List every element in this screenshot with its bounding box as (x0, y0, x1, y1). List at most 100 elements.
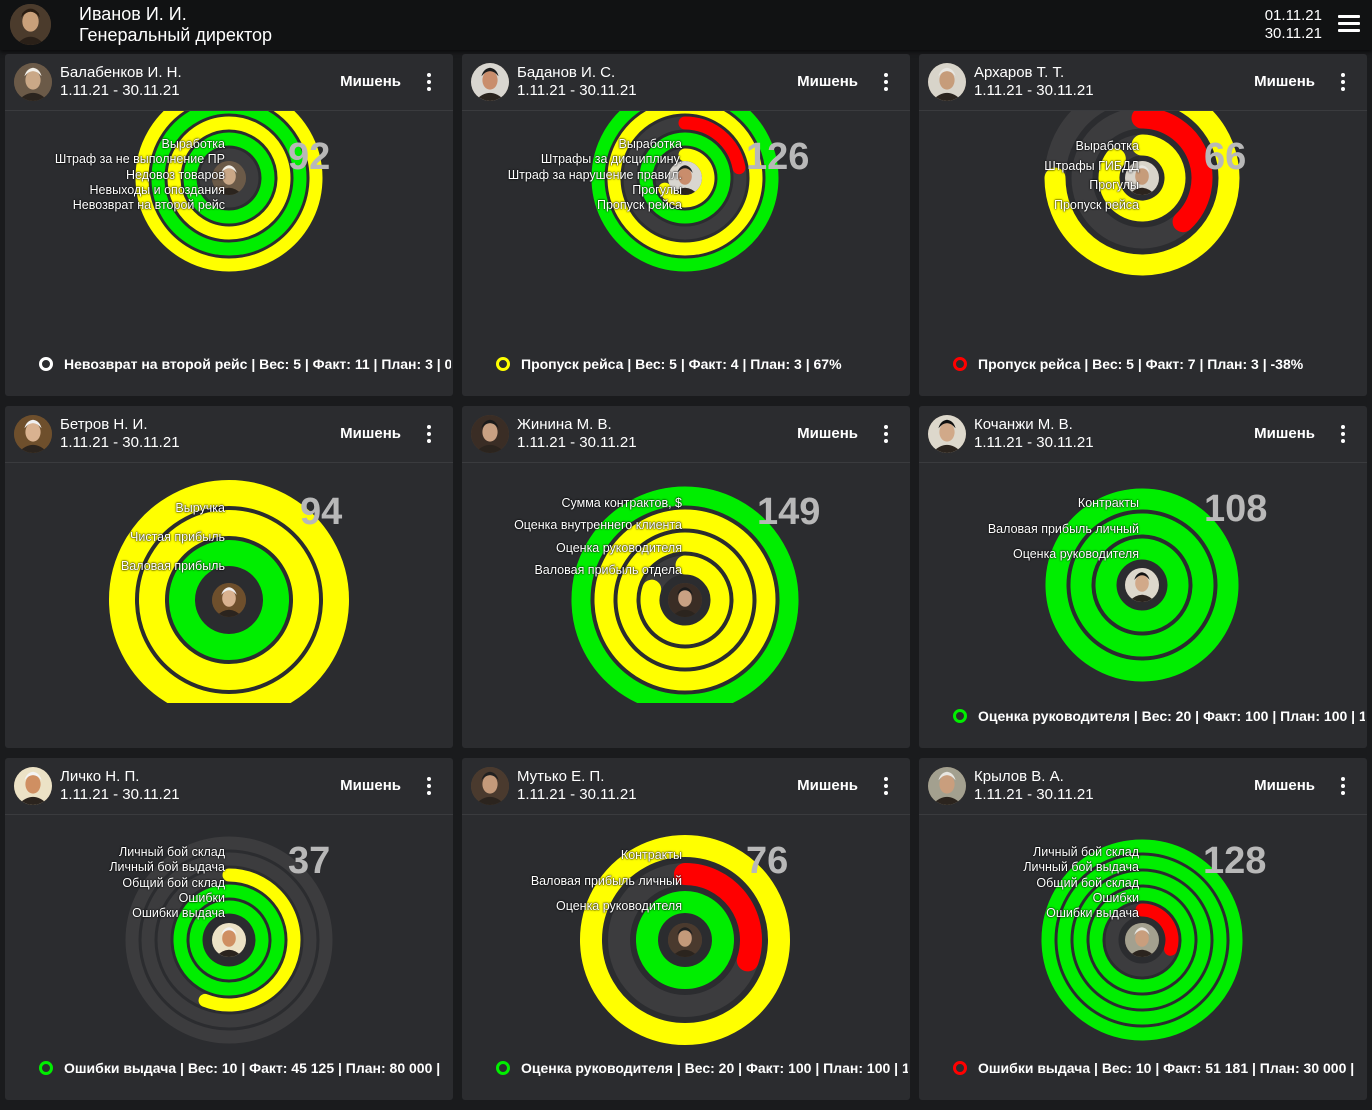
user-avatar[interactable] (10, 4, 51, 45)
employee-name[interactable]: Мутько Е. П. (517, 768, 605, 785)
employee-name[interactable]: Балабенков И. Н. (60, 64, 182, 81)
employee-card[interactable]: Мутько Е. П. 1.11.21 - 30.11.21 Мишень 7… (462, 758, 910, 1100)
ring-label: Общий бой склад (122, 875, 225, 890)
target-button[interactable]: Мишень (340, 73, 401, 90)
selected-metric-legend[interactable]: Пропуск рейса | Вес: 5 | Факт: 4 | План:… (496, 354, 908, 374)
ring-arc (169, 540, 289, 660)
employee-card[interactable]: Архаров Т. Т. 1.11.21 - 30.11.21 Мишень … (919, 54, 1367, 396)
employee-card[interactable]: Жинина М. В. 1.11.21 - 30.11.21 Мишень 1… (462, 406, 910, 748)
more-options-icon[interactable] (882, 425, 890, 445)
employee-avatar[interactable] (14, 415, 52, 453)
ring-track (141, 852, 317, 1028)
ring-arc (640, 555, 730, 645)
ring-track (199, 148, 259, 208)
legend-text: Пропуск рейса | Вес: 5 | Факт: 7 | План:… (978, 356, 1304, 372)
target-button[interactable]: Мишень (797, 777, 858, 794)
rings-chart[interactable] (462, 463, 910, 703)
selected-metric-legend[interactable]: Ошибки выдача | Вес: 10 | Факт: 51 181 |… (953, 1058, 1365, 1078)
center-avatar (668, 161, 702, 195)
employee-avatar[interactable] (928, 415, 966, 453)
ring-arc (658, 148, 715, 208)
legend-text: Пропуск рейса | Вес: 5 | Факт: 4 | План:… (521, 356, 842, 372)
employee-name[interactable]: Личко Н. П. (60, 768, 140, 785)
more-options-icon[interactable] (882, 73, 890, 93)
more-options-icon[interactable] (425, 777, 433, 797)
ring-arc (1095, 538, 1189, 632)
rings-chart[interactable] (462, 111, 910, 351)
more-options-icon[interactable] (882, 777, 890, 797)
target-button[interactable]: Мишень (340, 777, 401, 794)
center-avatar (1125, 568, 1159, 602)
date-to[interactable]: 30.11.21 (1264, 25, 1322, 42)
ring-arc (1057, 855, 1227, 1025)
selected-metric-legend[interactable]: Ошибки выдача | Вес: 10 | Факт: 45 125 |… (39, 1058, 451, 1078)
ring-arc (1135, 903, 1179, 956)
rings-chart[interactable] (462, 815, 910, 1055)
employee-card[interactable]: Кочанжи М. В. 1.11.21 - 30.11.21 Мишень … (919, 406, 1367, 748)
target-button[interactable]: Мишень (797, 425, 858, 442)
more-options-icon[interactable] (425, 73, 433, 93)
more-options-icon[interactable] (425, 425, 433, 445)
employee-card[interactable]: Балабенков И. Н. 1.11.21 - 30.11.21 Мише… (5, 54, 453, 396)
target-button[interactable]: Мишень (1254, 425, 1315, 442)
total-score: 108 (1204, 488, 1268, 530)
hamburger-menu-icon[interactable] (1338, 15, 1360, 33)
employee-name[interactable]: Архаров Т. Т. (974, 64, 1065, 81)
employee-name[interactable]: Крылов В. А. (974, 768, 1064, 785)
ring-arc (135, 111, 323, 272)
ring-arc (674, 863, 762, 972)
employee-name[interactable]: Бетров Н. И. (60, 416, 148, 433)
legend-ring-icon (39, 1061, 53, 1075)
employee-card[interactable]: Крылов В. А. 1.11.21 - 30.11.21 Мишень 1… (919, 758, 1367, 1100)
period-label: 1.11.21 - 30.11.21 (517, 786, 637, 803)
target-button[interactable]: Мишень (797, 73, 858, 90)
ring-label: Личный бой выдача (109, 860, 225, 875)
selected-metric-legend[interactable]: Оценка руководителя | Вес: 20 | Факт: 10… (496, 1058, 908, 1078)
ring-label: Оценка руководителя (555, 540, 682, 555)
rings-chart[interactable] (5, 111, 453, 351)
target-button[interactable]: Мишень (340, 425, 401, 442)
employee-avatar[interactable] (14, 63, 52, 101)
target-button[interactable]: Мишень (1254, 777, 1315, 794)
employee-name[interactable]: Баданов И. С. (517, 64, 616, 81)
more-options-icon[interactable] (1339, 73, 1347, 93)
selected-metric-legend[interactable]: Невозврат на второй рейс | Вес: 5 | Факт… (39, 354, 451, 374)
employee-avatar[interactable] (928, 63, 966, 101)
rings-chart[interactable] (919, 111, 1367, 351)
employee-card[interactable]: Баданов И. С. 1.11.21 - 30.11.21 Мишень … (462, 54, 910, 396)
selected-metric-legend[interactable]: Оценка руководителя | Вес: 20 | Факт: 10… (953, 706, 1365, 726)
center-avatar (212, 923, 246, 957)
employee-avatar[interactable] (471, 63, 509, 101)
rings-chart[interactable] (5, 815, 453, 1055)
period-label: 1.11.21 - 30.11.21 (974, 82, 1094, 99)
legend-ring-icon (496, 1061, 510, 1075)
employee-card[interactable]: Личко Н. П. 1.11.21 - 30.11.21 Мишень 37… (5, 758, 453, 1100)
ring-arc (139, 510, 319, 690)
rings-chart[interactable] (919, 815, 1367, 1055)
more-options-icon[interactable] (1339, 777, 1347, 797)
card-header: Архаров Т. Т. 1.11.21 - 30.11.21 Мишень (919, 54, 1367, 111)
date-from[interactable]: 01.11.21 (1264, 7, 1322, 24)
ring-arc (607, 111, 763, 256)
employee-avatar[interactable] (471, 767, 509, 805)
center-avatar (668, 923, 702, 957)
employee-avatar[interactable] (471, 415, 509, 453)
employee-avatar[interactable] (14, 767, 52, 805)
more-options-icon[interactable] (1339, 425, 1347, 445)
target-button[interactable]: Мишень (1254, 73, 1315, 90)
card-header: Крылов В. А. 1.11.21 - 30.11.21 Мишень (919, 758, 1367, 815)
ring-label: Выработка (1075, 139, 1139, 153)
center-avatar (212, 583, 246, 617)
ring-label: Валовая прибыль (120, 559, 225, 573)
card-header: Балабенков И. Н. 1.11.21 - 30.11.21 Мише… (5, 54, 453, 111)
employee-name[interactable]: Жинина М. В. (517, 416, 612, 433)
rings-chart[interactable] (5, 463, 453, 703)
selected-metric-legend[interactable]: Пропуск рейса | Вес: 5 | Факт: 7 | План:… (953, 354, 1365, 374)
center-avatar (668, 583, 702, 617)
employee-name[interactable]: Кочанжи М. В. (974, 416, 1073, 433)
card-header: Кочанжи М. В. 1.11.21 - 30.11.21 Мишень (919, 406, 1367, 463)
employee-card[interactable]: Бетров Н. И. 1.11.21 - 30.11.21 Мишень 9… (5, 406, 453, 748)
total-score: 149 (757, 491, 821, 533)
employee-avatar[interactable] (928, 767, 966, 805)
ring-label: Личный бой выдача (1023, 860, 1139, 875)
